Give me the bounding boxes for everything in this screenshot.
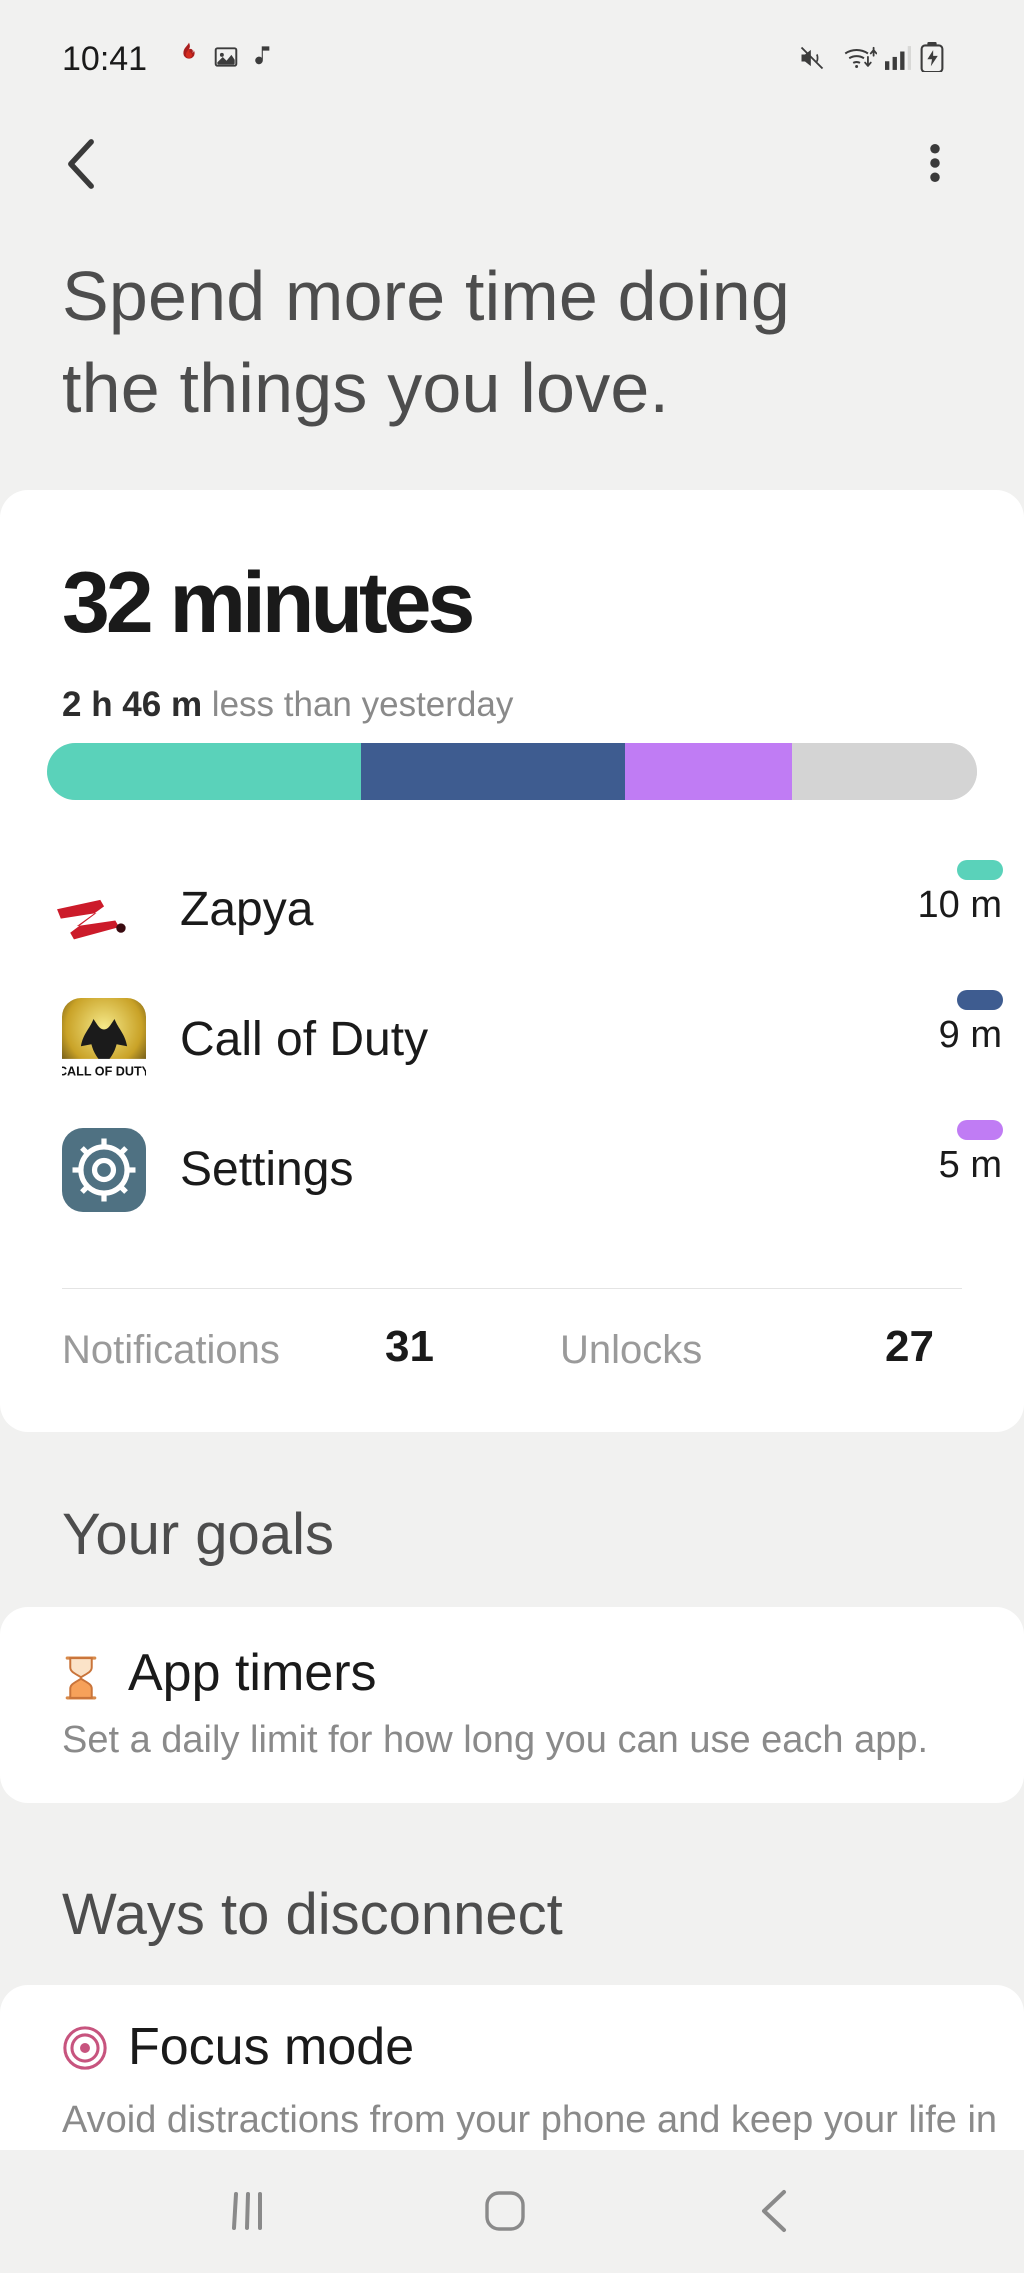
svg-text:CALL OF DUTY: CALL OF DUTY xyxy=(62,1065,146,1079)
